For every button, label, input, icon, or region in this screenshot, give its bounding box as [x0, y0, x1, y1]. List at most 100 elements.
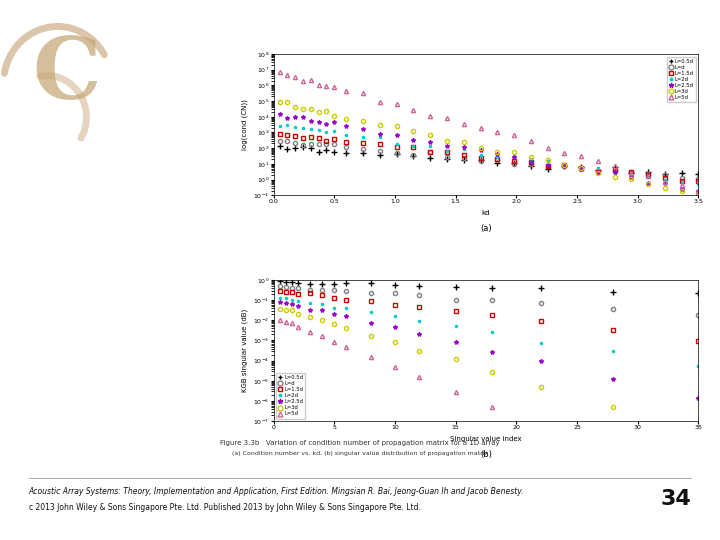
- L=5d: [294, 323, 302, 330]
- L=2.5d: [560, 163, 569, 169]
- L=5d: [593, 158, 602, 164]
- L=d: [391, 290, 400, 296]
- L=3d: [366, 332, 375, 339]
- L=2.5d: [451, 339, 460, 345]
- L=d: [609, 306, 618, 312]
- L=d: [451, 296, 460, 303]
- L=2.5d: [376, 131, 384, 137]
- L=d: [443, 153, 451, 160]
- L=5d: [611, 163, 619, 169]
- L=d: [543, 163, 552, 170]
- L=2d: [593, 165, 602, 172]
- L=1.5d: [593, 169, 602, 176]
- L=5d: [392, 101, 401, 107]
- L=d: [526, 160, 535, 167]
- L=3d: [315, 109, 323, 115]
- L=d: [694, 176, 703, 183]
- L=2d: [536, 340, 545, 346]
- L=0.5d: [443, 156, 451, 162]
- L=3d: [510, 149, 518, 156]
- L=2d: [330, 128, 338, 134]
- L=2d: [275, 123, 284, 129]
- L=3d: [694, 430, 703, 437]
- L=2.5d: [294, 302, 302, 309]
- L=5d: [493, 129, 502, 136]
- L=5d: [307, 76, 315, 83]
- L=5d: [543, 145, 552, 151]
- L=2.5d: [627, 174, 636, 180]
- L=3d: [291, 104, 300, 110]
- L=2.5d: [282, 300, 290, 307]
- L=2d: [627, 171, 636, 178]
- L=1.5d: [318, 292, 326, 298]
- Line: L=0.5d: L=0.5d: [277, 279, 701, 295]
- L=1.5d: [391, 301, 400, 308]
- L=d: [275, 137, 284, 144]
- L=1.5d: [543, 163, 552, 169]
- L=2.5d: [487, 349, 496, 355]
- L=1.5d: [609, 327, 618, 333]
- L=5d: [459, 121, 468, 127]
- L=0.5d: [275, 278, 284, 285]
- L=3d: [660, 185, 669, 191]
- L=2.5d: [543, 162, 552, 168]
- L=d: [459, 155, 468, 161]
- L=d: [611, 168, 619, 174]
- L=1.5d: [493, 156, 502, 163]
- L=1.5d: [409, 144, 418, 151]
- L=2d: [609, 348, 618, 354]
- L=5d: [275, 69, 284, 75]
- L=2d: [322, 129, 330, 136]
- L=0.5d: [322, 147, 330, 153]
- L=3d: [493, 149, 502, 156]
- Line: L=2d: L=2d: [278, 123, 701, 186]
- L=5d: [526, 138, 535, 144]
- L=1.5d: [287, 289, 296, 296]
- Line: L=d: L=d: [278, 284, 701, 316]
- L=d: [330, 141, 338, 147]
- L=2d: [291, 124, 300, 131]
- L=d: [694, 312, 703, 318]
- L=0.5d: [330, 280, 338, 287]
- L=1.5d: [282, 288, 290, 295]
- L=3d: [307, 106, 315, 113]
- L=2.5d: [536, 358, 545, 365]
- L=5d: [660, 179, 669, 185]
- L=0.5d: [476, 157, 485, 163]
- L=5d: [451, 389, 460, 395]
- L=2d: [359, 133, 367, 140]
- L=2d: [476, 151, 485, 158]
- L=1.5d: [560, 162, 569, 168]
- L=0.5d: [493, 160, 502, 166]
- L=0.5d: [526, 163, 535, 169]
- L=1.5d: [526, 159, 535, 166]
- L=1.5d: [322, 137, 330, 144]
- L=1.5d: [359, 139, 367, 146]
- L=5d: [283, 72, 292, 79]
- L=d: [322, 140, 330, 147]
- L=3d: [443, 138, 451, 144]
- L=2d: [299, 124, 307, 131]
- L=3d: [330, 112, 338, 119]
- L=1.5d: [660, 175, 669, 181]
- L=5d: [322, 83, 330, 89]
- L=1.5d: [275, 288, 284, 294]
- L=1.5d: [307, 133, 315, 140]
- L=1.5d: [577, 164, 585, 171]
- L=2.5d: [318, 307, 326, 313]
- L=3d: [409, 127, 418, 134]
- L=3d: [376, 122, 384, 129]
- L=0.5d: [451, 284, 460, 290]
- L=2.5d: [476, 147, 485, 153]
- L=0.5d: [287, 279, 296, 285]
- L=d: [294, 285, 302, 291]
- Line: L=3d: L=3d: [278, 306, 701, 436]
- L=5d: [275, 316, 284, 323]
- L=1.5d: [487, 312, 496, 318]
- L=0.5d: [577, 164, 585, 170]
- Line: L=5d: L=5d: [278, 318, 701, 496]
- L=2.5d: [609, 375, 618, 382]
- L=2.5d: [306, 307, 315, 314]
- X-axis label: Singular value index: Singular value index: [450, 436, 522, 442]
- Legend: L=0.5d, L=d, L=1.5d, L=2d, L=2.5d, L=3d, L=5d: L=0.5d, L=d, L=1.5d, L=2d, L=2.5d, L=3d,…: [667, 57, 696, 102]
